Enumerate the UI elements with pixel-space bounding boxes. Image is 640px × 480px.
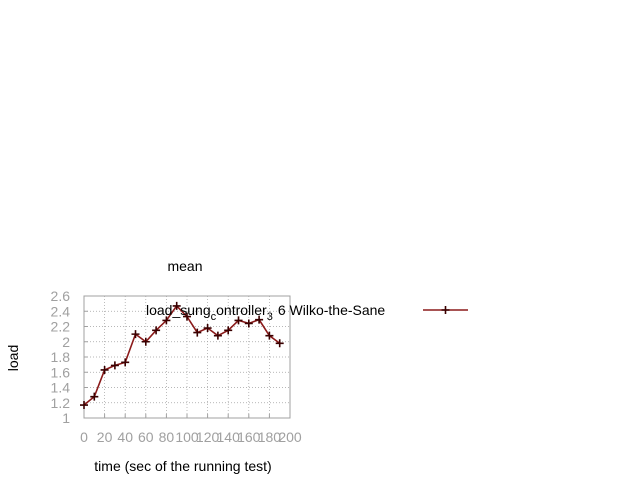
x-tick-label: 180 — [258, 429, 282, 445]
data-point-marker — [100, 365, 109, 374]
data-point-marker — [183, 312, 191, 321]
legend-label-main: load_sung — [146, 302, 211, 318]
x-tick-label: 100 — [175, 429, 199, 445]
data-point-marker — [172, 301, 181, 310]
y-tick-label: 2 — [62, 334, 70, 350]
data-point-marker — [203, 324, 212, 333]
series-line — [83, 304, 281, 406]
x-axis-label: time (sec of the running test) — [94, 458, 271, 474]
data-point-marker — [121, 358, 130, 367]
legend: load_sungcontroller3 6 Wilko-the-Sane — [146, 302, 468, 323]
data-point-marker — [131, 330, 140, 339]
legend-label-sub2: 3 — [267, 311, 273, 323]
x-tick-label: 160 — [237, 429, 261, 445]
y-tick-label: 2.2 — [51, 319, 71, 335]
data-point-marker — [90, 392, 99, 401]
y-tick-label: 1.8 — [51, 349, 71, 365]
axis-ticks — [83, 295, 291, 419]
x-tick-label: 80 — [159, 429, 175, 445]
data-point-marker — [193, 328, 202, 337]
y-tick-label: 1.6 — [51, 364, 71, 380]
y-tick-label: 1 — [62, 410, 70, 426]
legend-label-sub1: c — [211, 311, 217, 323]
y-tick-label: 1.2 — [51, 395, 71, 411]
data-point-marker — [275, 339, 284, 348]
x-tick-label: 120 — [196, 429, 220, 445]
legend-marker — [441, 306, 450, 314]
data-point-marker — [213, 331, 222, 340]
data-point-marker — [244, 319, 253, 328]
data-point-marker — [141, 337, 150, 346]
data-point-marker — [110, 361, 119, 370]
legend-label-tail: 6 Wilko-the-Sane — [278, 302, 386, 318]
y-tick-label: 1.4 — [51, 380, 71, 396]
data-point-marker — [224, 326, 233, 335]
data-point-marker — [162, 316, 171, 325]
grid-lines — [83, 295, 291, 419]
y-axis-label: load — [5, 345, 21, 371]
data-point-marker — [265, 331, 274, 340]
legend-line-sample — [423, 306, 468, 314]
series-group — [80, 301, 284, 410]
x-tick-label: 0 — [80, 429, 88, 445]
legend-label: load_sungcontroller3 6 Wilko-the-Sane — [146, 302, 385, 323]
x-tick-label: 60 — [138, 429, 154, 445]
data-point-marker — [152, 326, 161, 335]
y-tick-labels: 11.21.41.61.822.22.42.6 — [51, 288, 71, 426]
x-tick-label: 200 — [278, 429, 302, 445]
x-tick-label: 40 — [117, 429, 133, 445]
data-point-marker — [234, 316, 243, 325]
data-point-marker — [80, 401, 88, 410]
x-tick-label: 140 — [217, 429, 241, 445]
data-point-marker — [255, 315, 264, 324]
y-tick-label: 2.4 — [51, 303, 71, 319]
chart-title: mean — [167, 258, 202, 274]
x-tick-label: 20 — [97, 429, 113, 445]
legend-label-mid: ontroller — [216, 302, 267, 318]
y-tick-label: 2.6 — [51, 288, 71, 304]
